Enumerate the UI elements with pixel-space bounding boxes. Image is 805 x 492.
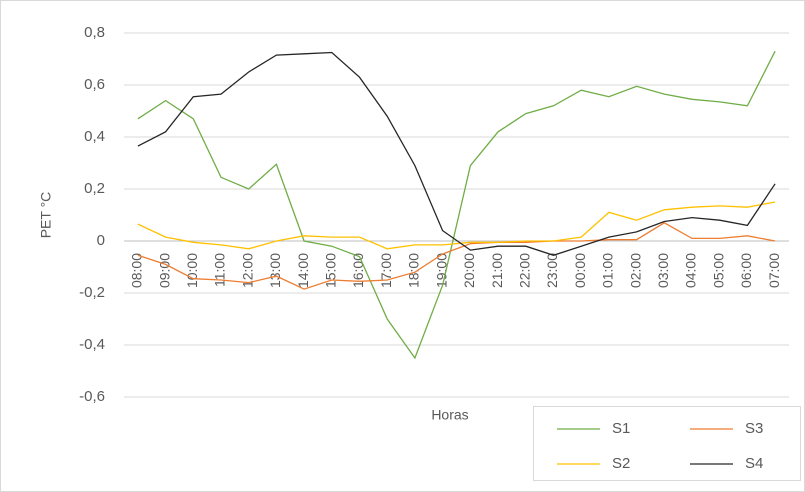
x-tick-label: 12:00 — [239, 253, 255, 288]
y-tick-label: -0,6 — [79, 388, 105, 405]
legend-label: S4 — [745, 455, 763, 472]
x-tick-label: 04:00 — [683, 253, 699, 288]
series-line — [137, 201, 776, 250]
x-tick-label: 20:00 — [461, 253, 477, 288]
x-axis-title: Horas — [431, 407, 468, 423]
legend-label: S2 — [612, 455, 630, 472]
x-tick-label: 07:00 — [766, 253, 782, 288]
y-tick-label: 0,8 — [84, 24, 105, 41]
y-tick-label: -0,4 — [79, 336, 105, 353]
y-tick-label: 0,2 — [84, 180, 105, 197]
x-tick-label: 00:00 — [572, 253, 588, 288]
x-tick-label: 15:00 — [323, 253, 339, 288]
x-tick-label: 10:00 — [184, 253, 200, 288]
x-tick-label: 09:00 — [156, 253, 172, 288]
x-tick-label: 18:00 — [406, 253, 422, 288]
x-tick-label: 14:00 — [295, 253, 311, 288]
series-line — [137, 50, 776, 360]
x-tick-label: 13:00 — [267, 253, 283, 288]
x-tick-label: 06:00 — [738, 253, 754, 288]
x-tick-label: 22:00 — [516, 253, 532, 288]
x-tick-label: 08:00 — [129, 253, 145, 288]
y-tick-label: 0 — [97, 232, 105, 249]
series-line — [137, 222, 776, 290]
x-tick-label: 17:00 — [378, 253, 394, 288]
x-tick-label: 03:00 — [655, 253, 671, 288]
y-tick-label: 0,4 — [84, 128, 105, 145]
legend-box — [533, 406, 801, 481]
x-tick-label: 02:00 — [627, 253, 643, 288]
y-axis-title: PET °C — [38, 192, 54, 239]
y-tick-label: 0,6 — [84, 76, 105, 93]
x-tick-label: 21:00 — [489, 253, 505, 288]
legend-label: S1 — [612, 420, 630, 437]
y-tick-label: -0,2 — [79, 284, 105, 301]
x-tick-label: 19:00 — [433, 253, 449, 288]
x-tick-label: 11:00 — [212, 253, 228, 287]
x-tick-label: 01:00 — [600, 253, 616, 288]
x-tick-label: 05:00 — [710, 253, 726, 288]
x-tick-label: 23:00 — [544, 253, 560, 288]
series-line — [137, 51, 776, 256]
x-tick-label: 16:00 — [350, 253, 366, 288]
legend-label: S3 — [745, 420, 763, 437]
